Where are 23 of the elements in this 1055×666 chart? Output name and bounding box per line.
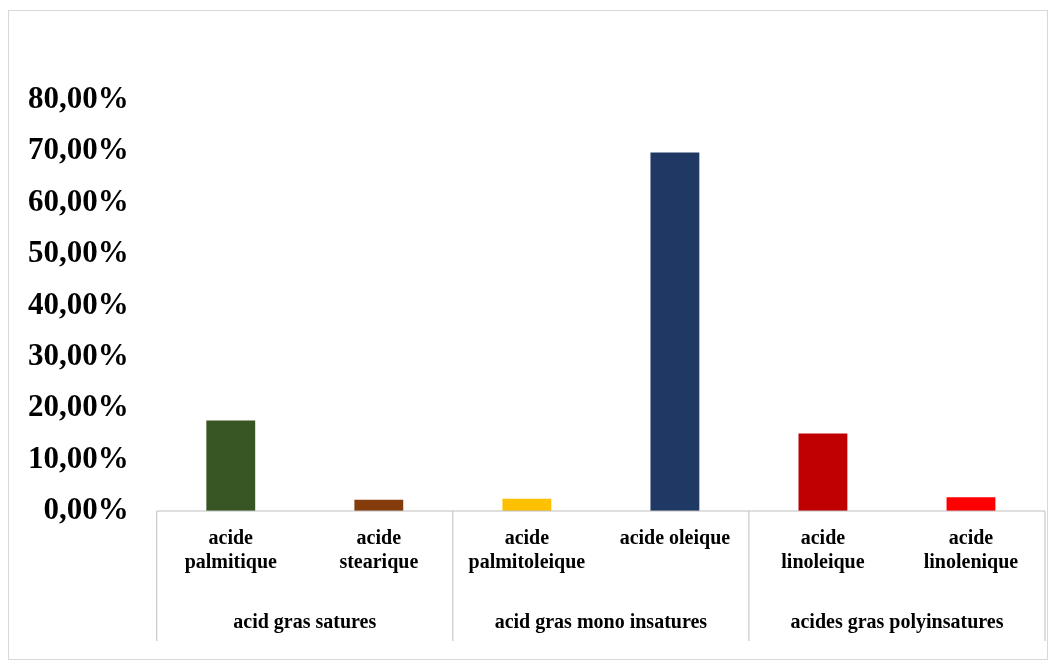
x-tick-label: acide stearique <box>339 526 419 574</box>
y-tick-label: 80,00% <box>28 80 129 116</box>
y-tick-label: 30,00% <box>28 336 129 372</box>
y-tick-label: 20,00% <box>28 388 129 424</box>
bar <box>946 497 996 511</box>
y-tick-label: 70,00% <box>28 131 129 167</box>
x-tick-label: acide linoleique <box>781 526 865 574</box>
y-tick-label: 60,00% <box>28 182 129 218</box>
bar <box>502 498 552 511</box>
bar <box>798 433 848 511</box>
text: acid gras mono insatures <box>494 610 708 634</box>
text: acides gras polyinsatures <box>790 610 1004 634</box>
x-tick-label: acide oleique <box>619 526 731 550</box>
y-tick-label: 0,00% <box>43 491 129 527</box>
x-tick-label: acide palmitique <box>184 526 278 574</box>
y-tick-label: 10,00% <box>28 439 129 475</box>
y-tick-label: 40,00% <box>28 285 129 321</box>
x-tick-label: acide palmitoleique <box>468 526 586 574</box>
bar <box>206 420 256 511</box>
y-tick-label: 50,00% <box>28 234 129 270</box>
x-tick-label: acide linolenique <box>923 526 1019 574</box>
text: acid gras satures <box>233 610 377 634</box>
bar <box>650 152 700 511</box>
